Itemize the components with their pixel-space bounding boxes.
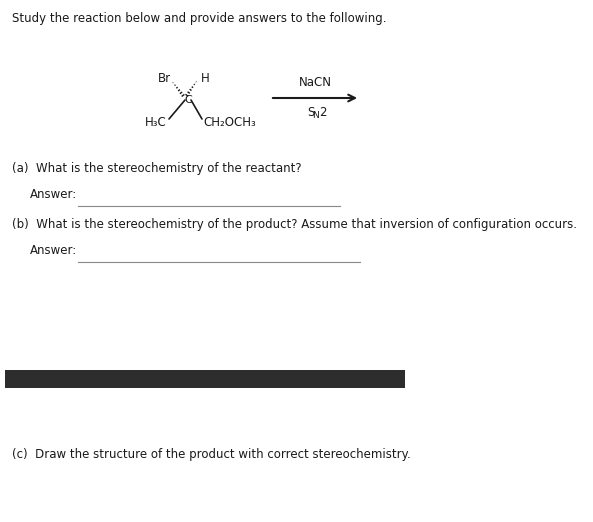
Text: 2: 2 (319, 105, 327, 118)
Text: (b)  What is the stereochemistry of the product? Assume that inversion of config: (b) What is the stereochemistry of the p… (12, 218, 577, 231)
Text: CH₂OCH₃: CH₂OCH₃ (203, 115, 256, 128)
Text: (c)  Draw the structure of the product with correct stereochemistry.: (c) Draw the structure of the product wi… (12, 448, 411, 461)
Text: C: C (184, 95, 192, 105)
Bar (5, 370, 405, 388)
Text: Study the reaction below and provide answers to the following.: Study the reaction below and provide ans… (12, 12, 387, 25)
Text: Answer:: Answer: (30, 244, 77, 257)
Text: (a)  What is the stereochemistry of the reactant?: (a) What is the stereochemistry of the r… (12, 162, 302, 175)
Text: H₃C: H₃C (145, 115, 167, 128)
Text: H: H (201, 72, 210, 85)
Text: Br: Br (158, 72, 171, 85)
Text: Answer:: Answer: (30, 188, 77, 201)
Text: N: N (312, 111, 319, 120)
Text: S: S (307, 105, 314, 118)
Text: NaCN: NaCN (298, 76, 331, 89)
